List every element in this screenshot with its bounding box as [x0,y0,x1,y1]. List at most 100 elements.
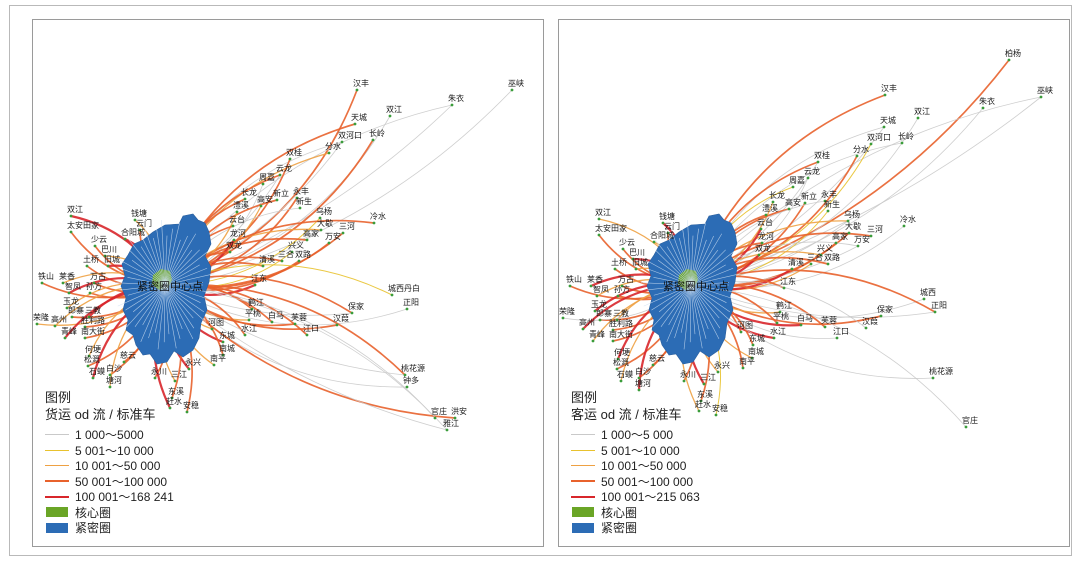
place-marker [86,364,90,368]
inner-flow-spoke [143,225,166,286]
place-marker [900,141,904,145]
place-marker [611,339,615,343]
place-marker [70,315,74,319]
place-label: 城西 [920,288,936,297]
place-marker [760,241,764,245]
place-label: 江口 [303,324,319,333]
place-label: 土桥 [611,257,627,267]
place-marker [916,116,920,120]
inner-flow-spoke [674,284,692,339]
place-marker [168,406,172,410]
place-marker [1039,95,1043,99]
inner-flow-spoke [141,236,166,286]
legend-item: 5 001～10 000 [45,443,174,459]
inner-flow-spoke [131,260,166,286]
inner-flow-spoke [667,236,692,286]
place-label: 云台 [757,217,773,227]
figure-frame: 紧密圈中心点 汉丰 朱衣 巫峡 天城 双江 双河口 长岭 分水 双桂 云龙 周嘉 长龙 高安 新立 永丰 新生乌… [9,5,1072,556]
place-marker [611,328,615,332]
inner-flow-spoke [164,284,194,340]
inner-flow-spoke [653,276,692,286]
legend-area-swatch [46,507,68,518]
place-label: 兴义 [817,244,833,253]
inner-spokes [641,220,741,350]
legend-item-label: 50 001～100 000 [601,474,694,489]
place-marker [699,399,703,403]
place-marker [280,259,284,263]
inner-flow-spoke [666,246,692,286]
place-label: 双龙 [226,240,242,250]
dense-circle-center-label: 紧密圈中心点 [663,279,729,293]
place-marker [613,267,617,271]
place-label: 松溉 [613,357,629,367]
place-label: 永兴 [714,360,730,370]
place-marker [697,409,701,413]
place-marker [243,333,247,337]
inner-flow-spoke [690,273,741,286]
place-label: 三江 [171,370,187,379]
legend-area-swatch [46,522,68,533]
place-label: 天城 [880,116,896,125]
inner-flow-spoke [690,249,719,286]
place-label: 高安 [785,197,801,207]
inner-flow-spoke [164,284,170,335]
place-label: 白沙 [635,366,651,376]
inner-flow-spoke [164,284,195,329]
place-marker [228,250,232,254]
place-label: 塘河 [106,375,122,385]
legend-item: 10 001～50 000 [45,458,174,474]
place-marker [278,173,282,177]
place-marker [819,253,823,257]
place-label: 旧城 [632,258,648,267]
place-marker [290,250,294,254]
inner-flow-spoke [651,284,692,311]
place-marker [964,425,968,429]
place-label: 三江 [700,373,716,382]
place-marker [210,327,214,331]
place-marker [261,182,265,186]
place-marker [787,207,791,211]
place-marker [185,410,189,414]
inner-flow-spoke [680,284,692,333]
inner-flow-spoke [690,284,707,339]
legend-item: 5 001～10 000 [571,443,700,459]
place-label: 胜利路 [81,315,105,325]
place-marker [259,204,263,208]
inner-flow-spoke [164,235,168,286]
place-label: 三合 [278,249,294,259]
place-label: 赶水 [166,396,182,406]
place-label: 长岭 [369,128,385,138]
inner-flow-spoke [164,239,181,286]
place-marker [782,286,786,290]
inner-flow-spoke [690,222,706,286]
place-label: 石蟆 [617,369,633,379]
place-marker [69,214,73,218]
passenger-legend: 图例 客运 od 流 / 标准车 1 000～5 000 5 001～10 000… [571,390,700,536]
inner-flow-spoke [164,264,200,286]
inner-flow-spoke [648,268,692,286]
legend-item-label: 1 000～5 000 [601,428,674,443]
place-label: 大歇 [317,218,333,228]
place-label: 长岭 [898,131,914,141]
place-marker [173,379,177,383]
legend-area-swatch [572,507,594,518]
place-marker [759,227,763,231]
inner-flow-spoke [161,220,166,286]
place-marker [433,416,437,420]
freight-legend: 图例 货运 od 流 / 标准车 1 000～5000 5 001～10 000 1… [45,390,174,536]
place-marker [293,322,297,326]
place-marker [67,291,71,295]
place-marker [931,376,935,380]
place-label: 少云 [619,238,635,247]
inner-flow-spoke [164,284,207,323]
inner-flow-spoke [690,284,696,335]
legend-subtitle: 货运 od 流 / 标准车 [45,407,156,422]
inner-flow-spoke [152,237,166,286]
place-label: 三教 [613,308,629,318]
place-label: 河图 [737,320,753,330]
place-label: 周嘉 [259,172,275,182]
place-marker [882,125,886,129]
place-marker [615,367,619,371]
place-label: 江东 [780,276,796,286]
